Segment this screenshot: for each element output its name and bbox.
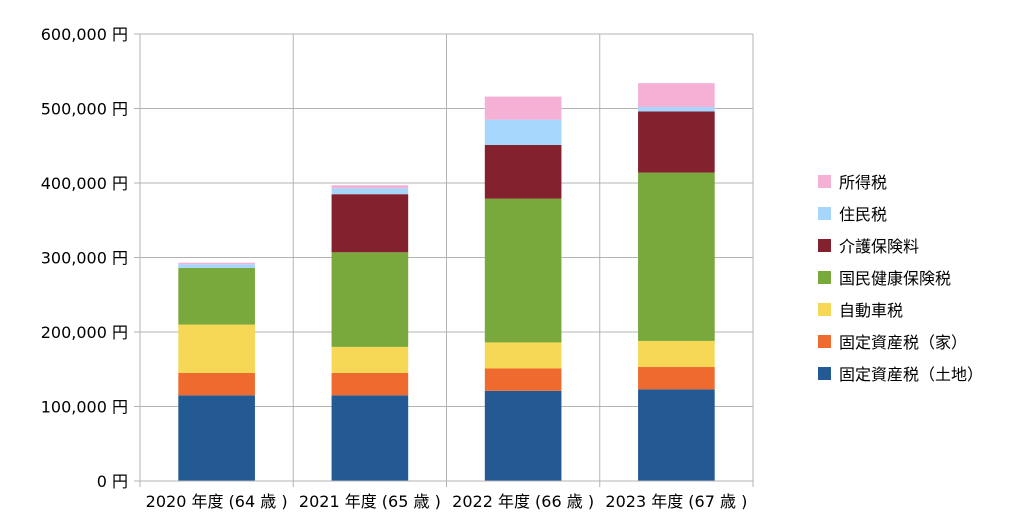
y-tick-label: 200,000 円: [41, 323, 128, 342]
x-tick-label: 2023 年度 (67 歳 ): [605, 492, 747, 511]
legend-swatch: [818, 334, 831, 348]
legend-swatch: [818, 206, 831, 220]
bar-segment: [638, 389, 715, 481]
bar-segment: [638, 111, 715, 173]
legend-swatch: [818, 270, 831, 284]
x-tick-label: 2022 年度 (66 歳 ): [452, 492, 594, 511]
bar-segment: [638, 83, 715, 108]
axes: [134, 33, 754, 487]
y-tick-label: 0 円: [97, 472, 128, 491]
bar-segment: [638, 172, 715, 341]
legend-item: 住民税: [818, 202, 887, 224]
bar-segment: [484, 342, 562, 369]
bar-segment: [638, 367, 715, 390]
legend-swatch: [818, 302, 831, 316]
legend-label: 固定資産税（家）: [839, 333, 968, 352]
bars: [178, 83, 715, 481]
legend-label: 住民税: [839, 205, 888, 224]
legend-item: 所得税: [818, 170, 887, 192]
bar-segment: [331, 372, 409, 396]
bar-segment: [484, 390, 562, 481]
y-tick-label: 400,000 円: [41, 174, 128, 193]
legend-swatch: [818, 174, 831, 188]
bar-segment: [484, 145, 562, 199]
bar-segment: [331, 194, 409, 253]
legend-label: 自動車税: [839, 301, 904, 320]
bar-segment: [484, 119, 562, 146]
legend-item: 自動車税: [818, 298, 903, 320]
legend-item: 固定資産税（土地）: [818, 362, 983, 384]
y-tick-label: 100,000 円: [41, 398, 128, 417]
legend-label: 固定資産税（土地）: [839, 365, 984, 384]
bar-segment: [331, 346, 409, 373]
legend-item: 固定資産税（家）: [818, 330, 967, 352]
legend-label: 所得税: [839, 173, 888, 192]
y-tick-label: 600,000 円: [41, 25, 128, 44]
bar-segment: [638, 107, 715, 112]
bar-segment: [178, 267, 255, 325]
bar-segment: [484, 96, 562, 120]
legend-label: 介護保険料: [839, 237, 920, 256]
bar-segment: [331, 185, 409, 189]
y-tick-label: 500,000 円: [41, 100, 128, 119]
legend-swatch: [818, 366, 831, 380]
tick-labels: 0 円 100,000 円 200,000 円 300,000 円 400,000 円 5…: [41, 25, 748, 511]
bar-segment: [178, 395, 255, 481]
bar-segment: [178, 324, 255, 373]
legend-swatch: [818, 238, 831, 252]
bar-segment: [484, 368, 562, 391]
legend-item: 国民健康保険税: [818, 266, 951, 288]
bar-segment: [331, 252, 409, 347]
y-tick-label: 300,000 円: [41, 249, 128, 268]
bar-segment: [178, 372, 255, 396]
bar-segment: [331, 395, 409, 481]
x-tick-label: 2020 年度 (64 歳 ): [146, 492, 288, 511]
bar-segment: [331, 188, 409, 195]
bar-segment: [638, 340, 715, 368]
x-tick-label: 2021 年度 (65 歳 ): [299, 492, 441, 511]
legend-label: 国民健康保険税: [839, 269, 952, 288]
legend-item: 介護保険料: [818, 234, 919, 256]
bar-segment: [484, 198, 562, 343]
bar-segment: [178, 264, 255, 268]
bar-segment: [178, 262, 255, 265]
